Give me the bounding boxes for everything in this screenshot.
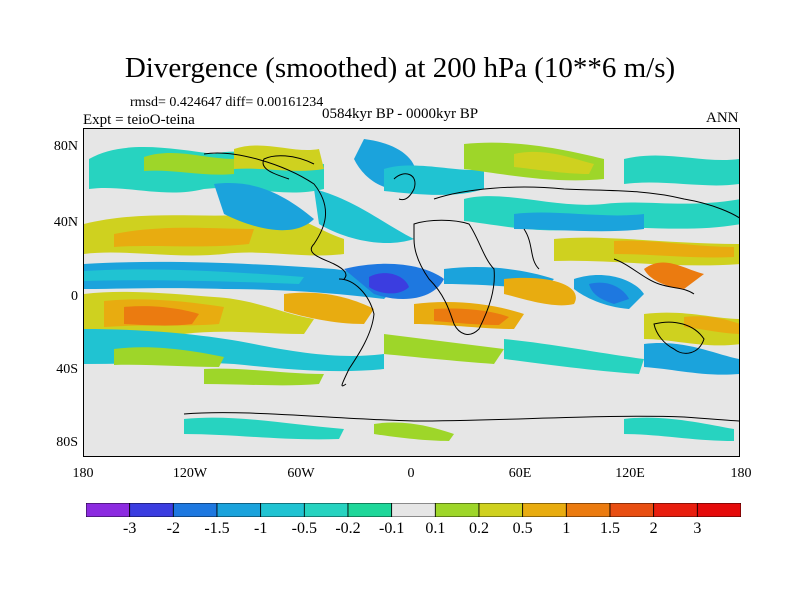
lon-label: 180 <box>730 466 752 481</box>
season-label: ANN <box>706 110 739 126</box>
stats-line: rmsd= 0.424647 diff= 0.00161234 <box>130 95 324 110</box>
lon-label: 60W <box>287 466 315 481</box>
colorbar-swatch <box>696 503 741 517</box>
divergence-field <box>84 129 739 456</box>
colorbar-swatch <box>609 503 655 517</box>
colorbar-label: -3 <box>122 520 137 537</box>
lat-label: 40S <box>56 362 78 377</box>
colorbar-swatch <box>478 503 524 517</box>
colorbar-swatch <box>172 503 218 517</box>
colorbar-swatch <box>216 503 262 517</box>
plot-title: Divergence (smoothed) at 200 hPa (10**6 … <box>124 52 676 84</box>
colorbar-label: -2 <box>166 520 180 537</box>
map-panel <box>83 128 740 457</box>
lat-label: 0 <box>71 289 78 304</box>
period-label: 0584kyr BP - 0000kyr BP <box>322 106 479 122</box>
lat-label: 40N <box>53 215 78 230</box>
lon-label: 0 <box>407 466 415 481</box>
lon-label: 120E <box>615 466 645 481</box>
colorbar-swatch <box>260 503 305 517</box>
colorbar-swatch <box>86 503 131 517</box>
colorbar-label: 0.5 <box>512 520 533 537</box>
colorbar-swatch <box>129 503 174 517</box>
colorbar-label: 1.5 <box>600 520 620 537</box>
colorbar-labels: -3 -2 -1.5 -1 -0.5 -0.2 -0.1 0.1 0.2 0.5 1 1.5 2 3 <box>86 520 741 544</box>
lon-label: 60E <box>508 466 532 481</box>
colorbar-label: -1 <box>253 520 268 537</box>
colorbar-label: 0.2 <box>469 520 489 537</box>
colorbar-label: 0.1 <box>425 520 446 537</box>
experiment-label: Expt = teioO-teina <box>83 112 195 128</box>
colorbar <box>86 503 741 517</box>
colorbar-swatch <box>653 503 698 517</box>
colorbar-label: -0.2 <box>335 520 361 537</box>
colorbar-swatch <box>522 503 567 517</box>
lon-label: 180 <box>72 466 94 481</box>
colorbar-label: 1 <box>562 520 571 537</box>
lat-label: 80N <box>53 139 78 154</box>
colorbar-swatch <box>347 503 393 517</box>
colorbar-swatch <box>391 503 436 517</box>
colorbar-label: -0.5 <box>291 520 317 537</box>
colorbar-swatch <box>434 503 480 517</box>
lat-label: 80S <box>56 435 78 450</box>
colorbar-label: 3 <box>693 520 702 537</box>
lon-label: 120W <box>172 466 208 481</box>
contour-fill <box>84 139 739 441</box>
colorbar-label: -1.5 <box>204 520 230 537</box>
colorbar-swatch <box>303 503 349 517</box>
colorbar-label: 2 <box>649 520 658 537</box>
colorbar-label: -0.1 <box>378 520 405 537</box>
coastlines <box>183 152 739 422</box>
colorbar-swatch <box>565 503 611 517</box>
